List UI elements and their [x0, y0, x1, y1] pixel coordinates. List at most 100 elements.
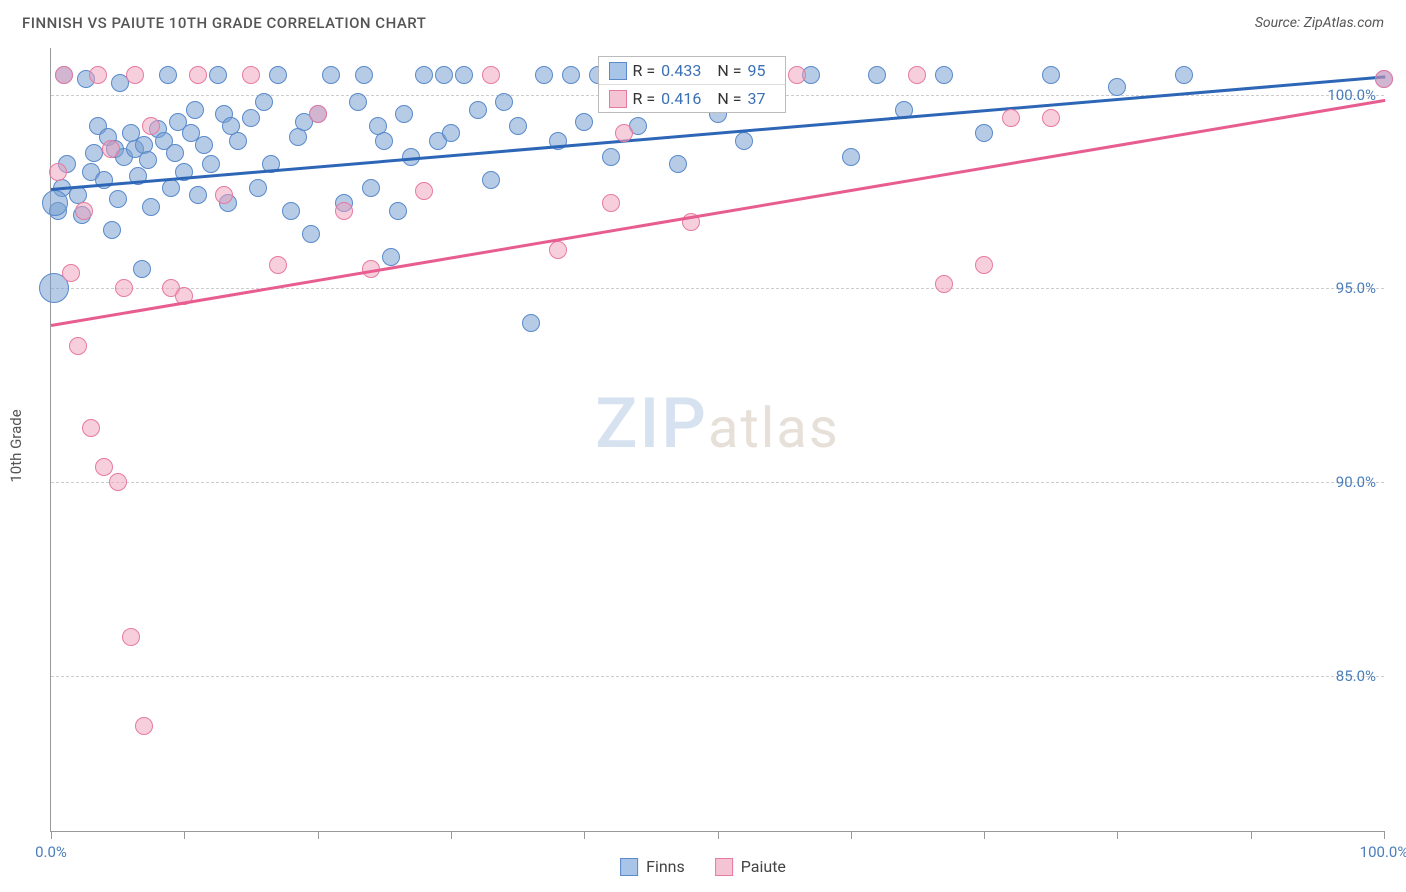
scatter-point	[289, 128, 307, 146]
scatter-point	[95, 458, 113, 476]
scatter-point	[269, 256, 287, 274]
legend-stats-box: R =0.433N =95R =0.416N =37	[598, 56, 787, 113]
scatter-point	[189, 66, 207, 84]
y-tick-label: 85.0%	[1336, 667, 1376, 685]
bottom-legend: Finns Paiute	[620, 857, 786, 876]
y-axis-title: 10th Grade	[7, 409, 25, 482]
legend-swatch	[609, 62, 627, 80]
legend-stat-n-value: 37	[747, 89, 765, 108]
scatter-point	[549, 241, 567, 259]
scatter-point	[75, 202, 93, 220]
scatter-point	[615, 124, 633, 142]
scatter-point	[415, 182, 433, 200]
scatter-point	[69, 337, 87, 355]
scatter-point	[122, 628, 140, 646]
scatter-point	[115, 279, 133, 297]
scatter-point	[975, 124, 993, 142]
x-tick	[851, 831, 852, 839]
legend-stat-n-label: N =	[717, 61, 741, 80]
x-tick	[1251, 831, 1252, 839]
scatter-point	[1042, 109, 1060, 127]
scatter-point	[482, 66, 500, 84]
scatter-point	[389, 202, 407, 220]
scatter-point	[482, 171, 500, 189]
x-tick	[318, 831, 319, 839]
scatter-point	[249, 179, 267, 197]
x-tick	[584, 831, 585, 839]
scatter-point	[309, 105, 327, 123]
scatter-point	[139, 151, 157, 169]
chart-title: FINNISH VS PAIUTE 10TH GRADE CORRELATION…	[22, 14, 426, 32]
scatter-point	[109, 190, 127, 208]
scatter-point	[735, 132, 753, 150]
x-tick	[184, 831, 185, 839]
scatter-point	[455, 66, 473, 84]
scatter-point	[189, 186, 207, 204]
scatter-point	[908, 66, 926, 84]
legend-swatch	[715, 858, 733, 876]
scatter-point	[62, 264, 80, 282]
legend-stat-n-value: 95	[747, 61, 765, 80]
scatter-point	[575, 113, 593, 131]
scatter-point	[202, 155, 220, 173]
scatter-point	[362, 179, 380, 197]
bottom-legend-item: Finns	[620, 857, 685, 876]
legend-swatch	[620, 858, 638, 876]
legend-stat-n-label: N =	[717, 89, 741, 108]
y-tick-label: 90.0%	[1336, 473, 1376, 491]
scatter-point	[109, 473, 127, 491]
scatter-point	[415, 66, 433, 84]
scatter-point	[302, 225, 320, 243]
scatter-point	[935, 66, 953, 84]
source-label: Source: ZipAtlas.com	[1255, 15, 1384, 31]
scatter-point	[1108, 78, 1126, 96]
legend-stat-r-label: R =	[633, 89, 656, 108]
scatter-point	[509, 117, 527, 135]
gridline-h	[51, 676, 1384, 677]
y-tick-label: 95.0%	[1336, 279, 1376, 297]
scatter-point	[1175, 66, 1193, 84]
x-tick-label: 100.0%	[1360, 843, 1406, 861]
scatter-point	[495, 93, 513, 111]
bottom-legend-label: Paiute	[741, 857, 786, 876]
bottom-legend-item: Paiute	[715, 857, 786, 876]
scatter-point	[788, 66, 806, 84]
scatter-point	[142, 198, 160, 216]
legend-stats-row: R = 0.416 N = 37	[599, 85, 786, 112]
scatter-point	[602, 148, 620, 166]
x-tick	[718, 831, 719, 839]
scatter-point	[195, 136, 213, 154]
scatter-point	[975, 256, 993, 274]
plot-area: ZIPatlas 85.0%90.0%95.0%100.0%0.0%100.0%…	[50, 48, 1384, 832]
scatter-point	[89, 66, 107, 84]
bottom-legend-label: Finns	[646, 857, 685, 876]
scatter-point	[42, 190, 68, 216]
scatter-point	[242, 66, 260, 84]
scatter-point	[349, 93, 367, 111]
scatter-point	[55, 66, 73, 84]
scatter-point	[562, 66, 580, 84]
scatter-point	[133, 260, 151, 278]
scatter-point	[395, 105, 413, 123]
watermark-zip: ZIP	[595, 383, 708, 465]
scatter-point	[935, 275, 953, 293]
scatter-point	[669, 155, 687, 173]
scatter-point	[868, 66, 886, 84]
legend-stats-row: R =0.433N =95	[599, 57, 786, 85]
scatter-point	[355, 66, 373, 84]
scatter-point	[435, 66, 453, 84]
scatter-point	[522, 314, 540, 332]
scatter-point	[382, 248, 400, 266]
scatter-point	[162, 179, 180, 197]
scatter-point	[269, 66, 287, 84]
legend-swatch	[609, 90, 627, 108]
watermark-atlas: atlas	[708, 395, 840, 461]
legend-stat-r-value: 0.416	[661, 89, 701, 108]
scatter-point	[842, 148, 860, 166]
legend-stat-r-label: R =	[633, 61, 656, 80]
scatter-point	[1002, 109, 1020, 127]
scatter-point	[159, 66, 177, 84]
scatter-point	[166, 144, 184, 162]
scatter-point	[49, 163, 67, 181]
scatter-point	[135, 717, 153, 735]
